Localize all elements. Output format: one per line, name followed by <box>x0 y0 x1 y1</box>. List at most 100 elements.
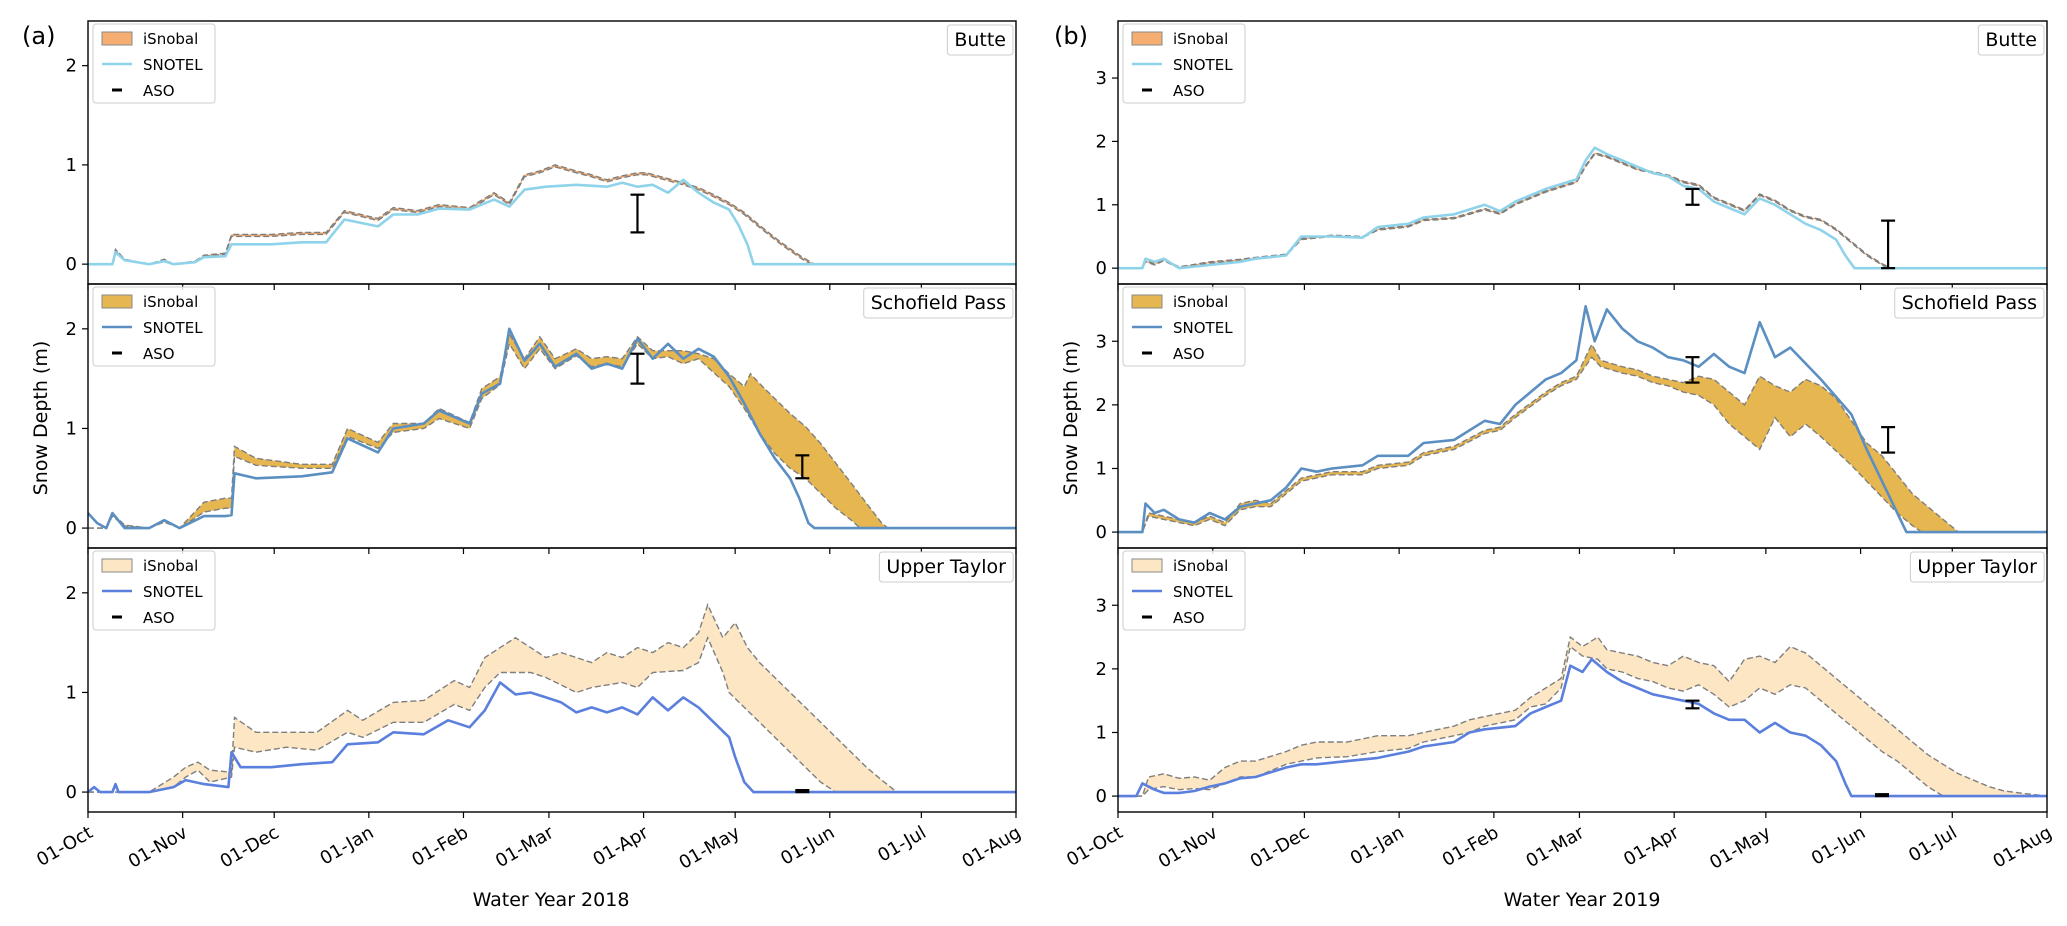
legend-label-snotel: SNOTEL <box>143 319 203 337</box>
axes-frame <box>1117 20 2048 285</box>
ytick-label: 2 <box>66 319 77 340</box>
subplot-b-taylor: 0 1 2 3 01-Oct 01-Nov 01-Dec 01-Jan 01-Feb 01-Mar… <box>1063 547 2056 874</box>
subplot-a-butte: 0 1 2 Butte iSnobal SNOTEL ASO <box>66 20 1017 290</box>
plot-body <box>88 602 1016 794</box>
legend-isnobal-swatch <box>101 31 133 46</box>
legend-label-isnobal: iSnobal <box>1173 293 1228 311</box>
axes-frame <box>1117 547 2048 813</box>
legend-label-aso: ASO <box>1173 345 1205 363</box>
ytick-label: 2 <box>1096 659 1107 680</box>
plot-body <box>1118 305 2047 534</box>
site-label: Upper Taylor <box>1917 556 2037 578</box>
legend: iSnobal SNOTEL ASO <box>92 286 216 367</box>
snotel-line <box>88 178 1016 266</box>
legend-label-snotel: SNOTEL <box>1173 319 1233 337</box>
ytick-label: 2 <box>66 583 77 604</box>
ytick-label: 1 <box>1096 458 1107 479</box>
aso-errorbar <box>1881 219 1896 270</box>
legend: iSnobal SNOTEL ASO <box>1122 550 1246 631</box>
date-tick-label: 01-Jul <box>874 822 930 866</box>
plot-body <box>88 327 1016 530</box>
legend: iSnobal SNOTEL ASO <box>1122 286 1246 367</box>
aso-errorbar <box>1874 793 1889 798</box>
site-label: Butte <box>1985 29 2037 51</box>
site-label-box <box>946 24 1014 56</box>
snotel-line <box>1118 305 2047 534</box>
snotel-line <box>1118 146 2047 270</box>
site-label-box <box>1909 551 2045 583</box>
date-tick-label: 01-Jun <box>1808 822 1869 869</box>
date-tick-label: 01-Apr <box>589 822 652 871</box>
date-tick-label: 01-Jan <box>1347 822 1408 869</box>
aso-errorbar <box>1685 187 1700 206</box>
snotel-line <box>88 681 1016 794</box>
ytick-label: 3 <box>1096 68 1107 89</box>
site-label-box <box>1977 24 2045 56</box>
aso-errorbar <box>1685 356 1700 384</box>
date-tick-label: 01-Oct <box>1063 822 1126 871</box>
ytick-label: 0 <box>66 254 77 275</box>
ytick-label: 1 <box>66 418 77 439</box>
axes-frame <box>87 547 1017 813</box>
legend-isnobal-swatch <box>1131 31 1163 46</box>
subplot-b-schofield: 0 1 2 3 Schofield Pass iSnobal SNOTEL ASO <box>1096 283 2048 554</box>
date-tick-label: 01-Apr <box>1620 822 1683 871</box>
snotel-line <box>88 327 1016 530</box>
isnobal-upper-edge <box>88 331 1016 529</box>
aso-errorbar <box>1881 426 1896 454</box>
isnobal-lower-edge <box>88 635 1016 793</box>
ytick-label: 1 <box>66 682 77 703</box>
site-label: Schofield Pass <box>1902 292 2037 314</box>
ytick-label: 0 <box>1096 786 1107 807</box>
date-tick-label: 01-Feb <box>1439 822 1503 871</box>
date-tick-label: 01-Jul <box>1905 822 1961 866</box>
legend-label-snotel: SNOTEL <box>1173 56 1233 74</box>
isnobal-band <box>88 604 1016 793</box>
ytick-label: 0 <box>66 782 77 803</box>
isnobal-band <box>1118 344 2047 533</box>
subplot-a-schofield: 0 1 2 Schofield Pass iSnobal SNOTEL ASO <box>66 283 1017 554</box>
date-tick-label: 01-Jun <box>777 822 838 869</box>
plot-area: 0 1 2 Butte iSnobal SNOTEL ASO 0 1 2 Schofield Pas… <box>33 20 2056 874</box>
legend-label-isnobal: iSnobal <box>1173 30 1228 48</box>
isnobal-upper-edge <box>88 164 1016 265</box>
site-label: Schofield Pass <box>871 292 1006 314</box>
xlabel-right: Water Year 2019 <box>1504 889 1661 911</box>
legend: iSnobal SNOTEL ASO <box>92 550 216 631</box>
ytick-label: 3 <box>1096 331 1107 352</box>
plot-body <box>88 164 1016 266</box>
isnobal-upper-edge <box>88 602 1016 793</box>
aso-errorbar <box>795 788 810 794</box>
legend-label-aso: ASO <box>1173 82 1205 100</box>
ytick-label: 2 <box>66 56 77 77</box>
date-tick-label: 01-Aug <box>1989 822 2055 872</box>
legend-label-aso: ASO <box>143 82 175 100</box>
date-tick-label: 01-Dec <box>1247 822 1313 872</box>
legend: iSnobal SNOTEL ASO <box>92 23 216 104</box>
legend-label-isnobal: iSnobal <box>143 293 198 311</box>
date-tick-label: 01-May <box>1706 822 1774 874</box>
panel-label-a: (a) <box>22 22 55 50</box>
legend-isnobal-swatch <box>1131 558 1163 573</box>
isnobal-band <box>1118 637 2047 797</box>
aso-errorbar <box>795 454 810 480</box>
date-tick-label: 01-Dec <box>217 822 283 872</box>
legend-label-snotel: SNOTEL <box>143 583 203 601</box>
legend-label-aso: ASO <box>143 609 175 627</box>
axes-frame <box>87 20 1017 285</box>
aso-errorbar <box>1685 699 1700 710</box>
site-label: Upper Taylor <box>886 556 1006 578</box>
legend-label-isnobal: iSnobal <box>143 557 198 575</box>
isnobal-upper-edge <box>1118 342 2047 533</box>
ytick-label: 0 <box>1096 522 1107 543</box>
ytick-label: 1 <box>66 155 77 176</box>
date-tick-label: 01-Feb <box>408 822 472 871</box>
isnobal-upper-edge <box>1118 152 2047 269</box>
plot-body <box>1118 146 2047 270</box>
legend-label-isnobal: iSnobal <box>1173 557 1228 575</box>
subplot-b-butte: 0 1 2 3 Butte iSnobal SNOTEL ASO <box>1096 20 2048 290</box>
date-tick-label: 01-Mar <box>492 822 558 872</box>
ytick-label: 1 <box>1096 195 1107 216</box>
legend-isnobal-swatch <box>1131 294 1163 309</box>
